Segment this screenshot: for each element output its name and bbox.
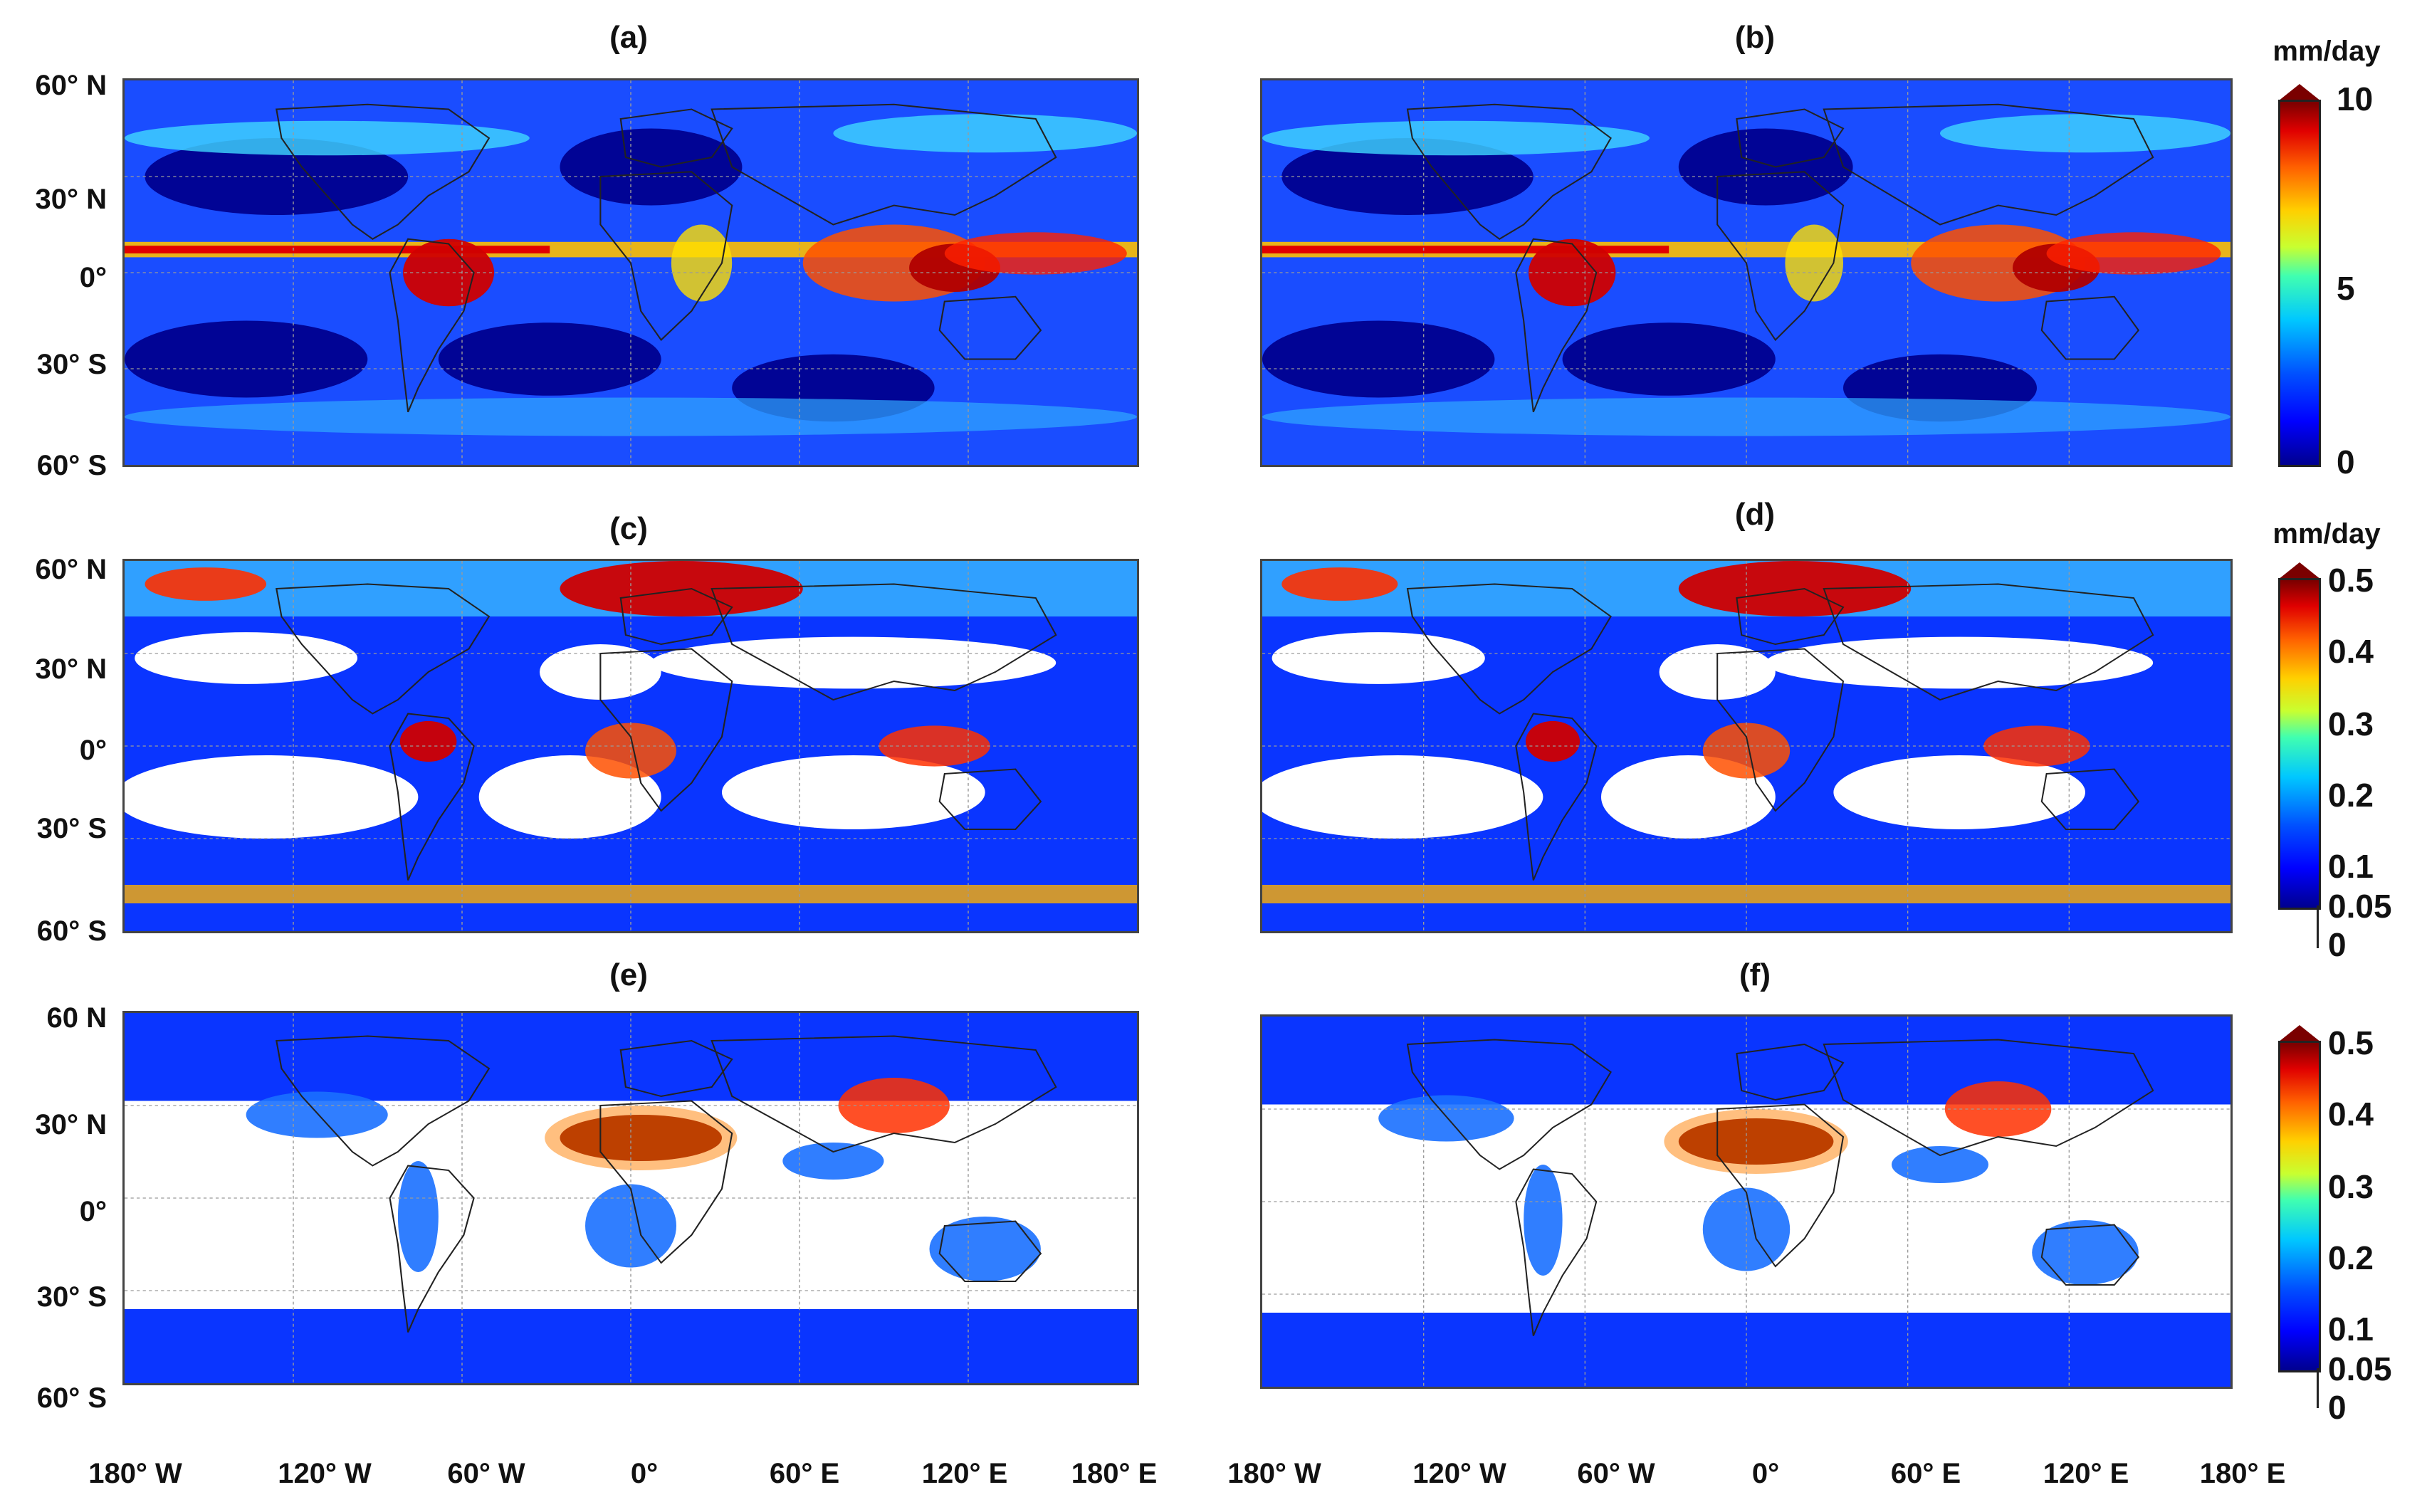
colorbar-mid-tick-0-5: 0.5 [2328, 562, 2374, 599]
precip-map-f [1262, 1017, 2230, 1387]
colorbar-top-unit: mm/day [2272, 36, 2381, 67]
lat-label-r2-30s: 30° S [36, 813, 107, 844]
lat-label-r2-30n: 30° N [35, 653, 108, 685]
lon-label-left-180w: 180° W [88, 1458, 182, 1489]
lat-label-r3-60s: 60° S [36, 1382, 107, 1414]
lon-label-left-60w: 60° W [447, 1458, 525, 1489]
lat-label-r1-0: 0° [79, 262, 107, 293]
panel-title-a: (a) [609, 20, 648, 55]
colorbar-mid-tick-0-4: 0.4 [2328, 633, 2374, 670]
lon-label-right-180w: 180° W [1227, 1458, 1321, 1489]
lon-label-left-120w: 120° W [278, 1458, 372, 1489]
colorbar-bot [2278, 1041, 2321, 1372]
colorbar-bot-tick-0-05: 0.05 [2328, 1350, 2392, 1387]
panel-title-c: (c) [609, 511, 648, 546]
map-panel-e [122, 1011, 1139, 1385]
lon-label-left-180e: 180° E [1071, 1458, 1158, 1489]
colorbar-mid-arrow [2278, 562, 2321, 579]
colorbar-top [2278, 100, 2321, 467]
precip-map-d [1262, 561, 2230, 931]
colorbar-mid-unit: mm/day [2272, 518, 2381, 550]
precip-map-e [125, 1013, 1137, 1383]
lat-label-r3-30n: 30° N [35, 1109, 108, 1140]
precip-map-b [1262, 80, 2230, 465]
colorbar-mid-tick-0-3: 0.3 [2328, 705, 2374, 742]
lat-label-r3-60n: 60 N [46, 1002, 108, 1034]
panel-title-e: (e) [609, 957, 648, 992]
lat-label-r2-0: 0° [79, 735, 107, 766]
colorbar-bot-arrow [2278, 1025, 2321, 1042]
colorbar-bot-tick-0-3: 0.3 [2328, 1168, 2374, 1205]
lat-label-r2-60s: 60° S [36, 915, 107, 947]
lon-label-right-120w: 120° W [1412, 1458, 1506, 1489]
colorbar-mid-tick-0-05: 0.05 [2328, 888, 2392, 925]
panel-title-d: (d) [1734, 497, 1776, 532]
lon-label-left-120e: 120° E [921, 1458, 1008, 1489]
panel-title-f: (f) [1739, 957, 1771, 992]
lon-label-left-60e: 60° E [769, 1458, 840, 1489]
colorbar-bot-axis [2317, 1368, 2319, 1408]
lon-label-right-60w: 60° W [1577, 1458, 1655, 1489]
colorbar-bot-tick-0-1: 0.1 [2328, 1311, 2374, 1348]
colorbar-mid-tick-0: 0 [2328, 926, 2347, 963]
lat-label-r3-0: 0° [79, 1196, 107, 1227]
colorbar-mid-tick-0-2: 0.2 [2328, 777, 2374, 814]
map-panel-d [1260, 559, 2233, 933]
map-panel-c [122, 559, 1139, 933]
lon-label-right-60e: 60° E [1890, 1458, 1961, 1489]
lon-label-right-120e: 120° E [2043, 1458, 2129, 1489]
lat-label-r1-60n: 60° N [35, 70, 108, 101]
panel-title-b: (b) [1734, 20, 1776, 55]
map-panel-a [122, 78, 1139, 467]
colorbar-top-tick-0: 0 [2337, 443, 2355, 481]
colorbar-mid-axis [2317, 905, 2319, 948]
colorbar-top-tick-10: 10 [2337, 80, 2374, 117]
lon-label-left-0: 0° [630, 1458, 659, 1489]
lon-label-right-180e: 180° E [2199, 1458, 2286, 1489]
colorbar-top-tick-5: 5 [2337, 270, 2355, 307]
precip-map-a [125, 80, 1137, 465]
colorbar-bot-tick-0-2: 0.2 [2328, 1239, 2374, 1276]
colorbar-mid-tick-0-1: 0.1 [2328, 848, 2374, 885]
lat-label-r1-30s: 30° S [36, 349, 107, 380]
map-panel-b [1260, 78, 2233, 467]
colorbar-mid [2278, 578, 2321, 910]
map-panel-f [1260, 1014, 2233, 1389]
colorbar-bot-tick-0-5: 0.5 [2328, 1024, 2374, 1061]
lat-label-r1-60s: 60° S [36, 450, 107, 481]
lat-label-r3-30s: 30° S [36, 1281, 107, 1313]
lat-label-r1-30n: 30° N [35, 184, 108, 215]
colorbar-top-arrow [2278, 84, 2321, 101]
lon-label-right-0: 0° [1751, 1458, 1780, 1489]
colorbar-bot-tick-0-4: 0.4 [2328, 1096, 2374, 1133]
colorbar-bot-tick-0: 0 [2328, 1389, 2347, 1426]
lat-label-r2-60n: 60° N [35, 554, 108, 585]
precip-map-c [125, 561, 1137, 931]
